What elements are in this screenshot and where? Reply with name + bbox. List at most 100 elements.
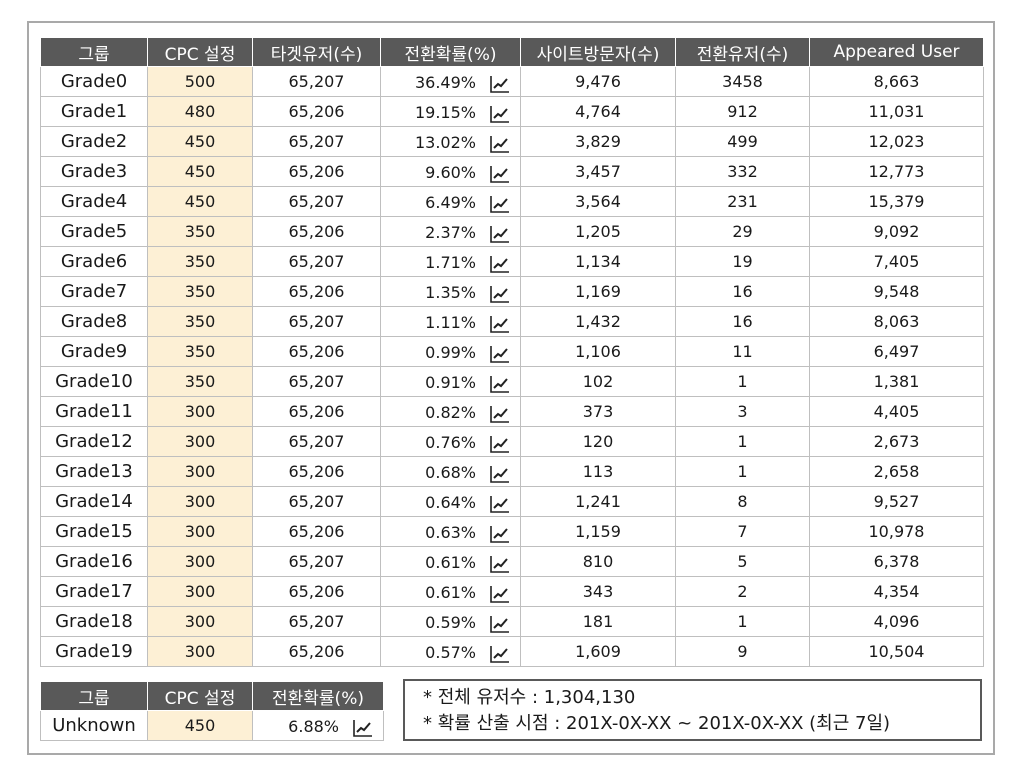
cpc-cell[interactable]: 350 bbox=[147, 276, 253, 307]
conversion-rate-cell: 0.61% bbox=[380, 546, 521, 577]
converted-users-cell: 3458 bbox=[675, 66, 810, 97]
line-chart-icon[interactable] bbox=[490, 255, 510, 273]
line-chart-icon[interactable] bbox=[490, 165, 510, 183]
converted-users-cell: 1 bbox=[675, 606, 810, 637]
line-chart-icon[interactable] bbox=[490, 555, 510, 573]
appeared-user-cell: 8,063 bbox=[809, 306, 984, 337]
conversion-rate-cell: 0.57% bbox=[380, 636, 521, 667]
table-row: Grade14 300 65,207 0.64% 1,241 8 9,527 bbox=[40, 486, 984, 517]
group-cell: Grade15 bbox=[40, 516, 148, 547]
cpc-cell[interactable]: 300 bbox=[147, 516, 253, 547]
cpc-cell[interactable]: 450 bbox=[147, 710, 253, 741]
target-users-cell: 65,207 bbox=[252, 426, 381, 457]
site-visitors-cell: 1,106 bbox=[520, 336, 676, 367]
cpc-cell[interactable]: 300 bbox=[147, 636, 253, 667]
line-chart-icon[interactable] bbox=[490, 465, 510, 483]
line-chart-icon[interactable] bbox=[490, 495, 510, 513]
line-chart-icon[interactable] bbox=[490, 345, 510, 363]
cpc-cell[interactable]: 480 bbox=[147, 96, 253, 127]
header-cpc[interactable]: CPC 설정 bbox=[147, 37, 253, 67]
table-row: Grade0 500 65,207 36.49% 9,476 3458 8,663 bbox=[40, 66, 984, 97]
table-row: Grade18 300 65,207 0.59% 181 1 4,096 bbox=[40, 606, 984, 637]
conversion-rate-value: 0.61% bbox=[425, 552, 476, 572]
group-cell: Grade10 bbox=[40, 366, 148, 397]
cpc-cell[interactable]: 300 bbox=[147, 576, 253, 607]
table-row: Unknown 450 6.88% bbox=[40, 710, 384, 741]
header-conversion-rate[interactable]: 전환확률(%) bbox=[380, 37, 521, 67]
group-cell: Grade19 bbox=[40, 636, 148, 667]
target-users-cell: 65,206 bbox=[252, 516, 381, 547]
header-conversion-rate[interactable]: 전환확률(%) bbox=[252, 681, 384, 711]
appeared-user-cell: 6,497 bbox=[809, 336, 984, 367]
line-chart-icon[interactable] bbox=[490, 405, 510, 423]
header-appeared-user[interactable]: Appeared User bbox=[809, 37, 984, 67]
site-visitors-cell: 181 bbox=[520, 606, 676, 637]
conversion-rate-value: 1.11% bbox=[425, 312, 476, 332]
target-users-cell: 65,207 bbox=[252, 186, 381, 217]
cpc-cell[interactable]: 300 bbox=[147, 426, 253, 457]
table-row: Grade11 300 65,206 0.82% 373 3 4,405 bbox=[40, 396, 984, 427]
line-chart-icon[interactable] bbox=[490, 75, 510, 93]
cpc-cell[interactable]: 350 bbox=[147, 336, 253, 367]
target-users-cell: 65,206 bbox=[252, 276, 381, 307]
conversion-rate-cell: 1.11% bbox=[380, 306, 521, 337]
cpc-cell[interactable]: 500 bbox=[147, 66, 253, 97]
appeared-user-cell: 12,773 bbox=[809, 156, 984, 187]
table-row: Grade17 300 65,206 0.61% 343 2 4,354 bbox=[40, 576, 984, 607]
cpc-cell[interactable]: 450 bbox=[147, 186, 253, 217]
cpc-cell[interactable]: 350 bbox=[147, 216, 253, 247]
header-site-visitors[interactable]: 사이트방문자(수) bbox=[520, 37, 676, 67]
line-chart-icon[interactable] bbox=[490, 105, 510, 123]
cpc-cell[interactable]: 350 bbox=[147, 366, 253, 397]
cpc-cell[interactable]: 300 bbox=[147, 606, 253, 637]
site-visitors-cell: 810 bbox=[520, 546, 676, 577]
line-chart-icon[interactable] bbox=[353, 719, 373, 737]
cpc-cell[interactable]: 450 bbox=[147, 126, 253, 157]
group-cell: Grade5 bbox=[40, 216, 148, 247]
target-users-cell: 65,206 bbox=[252, 636, 381, 667]
line-chart-icon[interactable] bbox=[490, 525, 510, 543]
cpc-cell[interactable]: 350 bbox=[147, 306, 253, 337]
conversion-rate-value: 0.57% bbox=[425, 642, 476, 662]
header-cpc[interactable]: CPC 설정 bbox=[147, 681, 253, 711]
header-group[interactable]: 그룹 bbox=[40, 37, 148, 67]
header-converted-users[interactable]: 전환유저(수) bbox=[675, 37, 810, 67]
converted-users-cell: 16 bbox=[675, 306, 810, 337]
appeared-user-cell: 4,096 bbox=[809, 606, 984, 637]
conversion-rate-value: 0.64% bbox=[425, 492, 476, 512]
group-cell: Grade12 bbox=[40, 426, 148, 457]
line-chart-icon[interactable] bbox=[490, 585, 510, 603]
site-visitors-cell: 3,457 bbox=[520, 156, 676, 187]
cpc-cell[interactable]: 350 bbox=[147, 246, 253, 277]
target-users-cell: 65,207 bbox=[252, 546, 381, 577]
cpc-cell[interactable]: 300 bbox=[147, 396, 253, 427]
table-row: Grade19 300 65,206 0.57% 1,609 9 10,504 bbox=[40, 636, 984, 667]
line-chart-icon[interactable] bbox=[490, 315, 510, 333]
line-chart-icon[interactable] bbox=[490, 195, 510, 213]
cpc-cell[interactable]: 300 bbox=[147, 456, 253, 487]
cpc-cell[interactable]: 300 bbox=[147, 486, 253, 517]
group-cell: Grade17 bbox=[40, 576, 148, 607]
target-users-cell: 65,206 bbox=[252, 396, 381, 427]
line-chart-icon[interactable] bbox=[490, 375, 510, 393]
header-group[interactable]: 그룹 bbox=[40, 681, 148, 711]
line-chart-icon[interactable] bbox=[490, 225, 510, 243]
converted-users-cell: 8 bbox=[675, 486, 810, 517]
conversion-rate-value: 9.60% bbox=[425, 162, 476, 182]
group-cell: Grade2 bbox=[40, 126, 148, 157]
line-chart-icon[interactable] bbox=[490, 615, 510, 633]
line-chart-icon[interactable] bbox=[490, 285, 510, 303]
header-target-users[interactable]: 타겟유저(수) bbox=[252, 37, 381, 67]
conversion-rate-cell: 2.37% bbox=[380, 216, 521, 247]
appeared-user-cell: 9,092 bbox=[809, 216, 984, 247]
converted-users-cell: 2 bbox=[675, 576, 810, 607]
cpc-cell[interactable]: 300 bbox=[147, 546, 253, 577]
conversion-rate-cell: 0.59% bbox=[380, 606, 521, 637]
cpc-cell[interactable]: 450 bbox=[147, 156, 253, 187]
converted-users-cell: 231 bbox=[675, 186, 810, 217]
conversion-rate-cell: 1.71% bbox=[380, 246, 521, 277]
site-visitors-cell: 3,564 bbox=[520, 186, 676, 217]
line-chart-icon[interactable] bbox=[490, 135, 510, 153]
line-chart-icon[interactable] bbox=[490, 645, 510, 663]
line-chart-icon[interactable] bbox=[490, 435, 510, 453]
